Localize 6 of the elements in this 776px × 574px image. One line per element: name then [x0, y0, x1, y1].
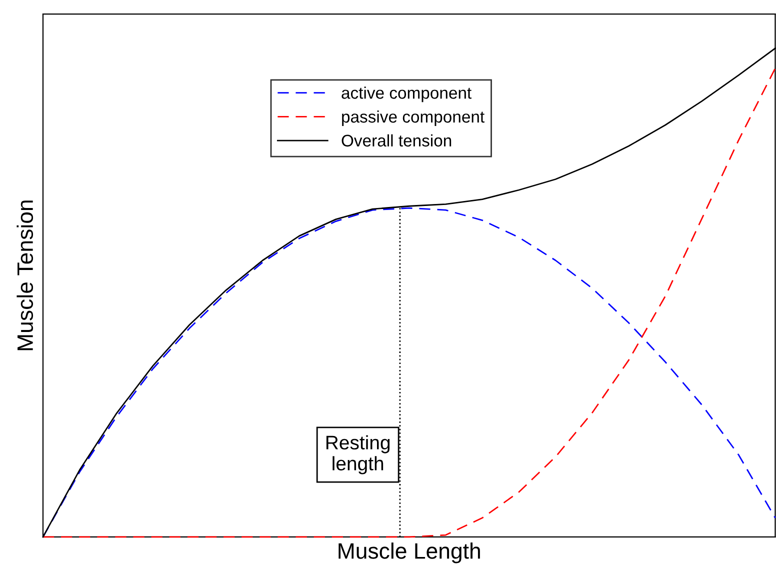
legend-label: active component — [342, 86, 472, 102]
y-axis-title: Muscle Tension — [16, 200, 34, 350]
x-axis-title: Muscle Length — [338, 542, 480, 564]
legend-label: passive component — [342, 110, 484, 126]
legend-label: Overall tension — [342, 134, 452, 147]
annotation: Resting length — [326, 435, 390, 474]
